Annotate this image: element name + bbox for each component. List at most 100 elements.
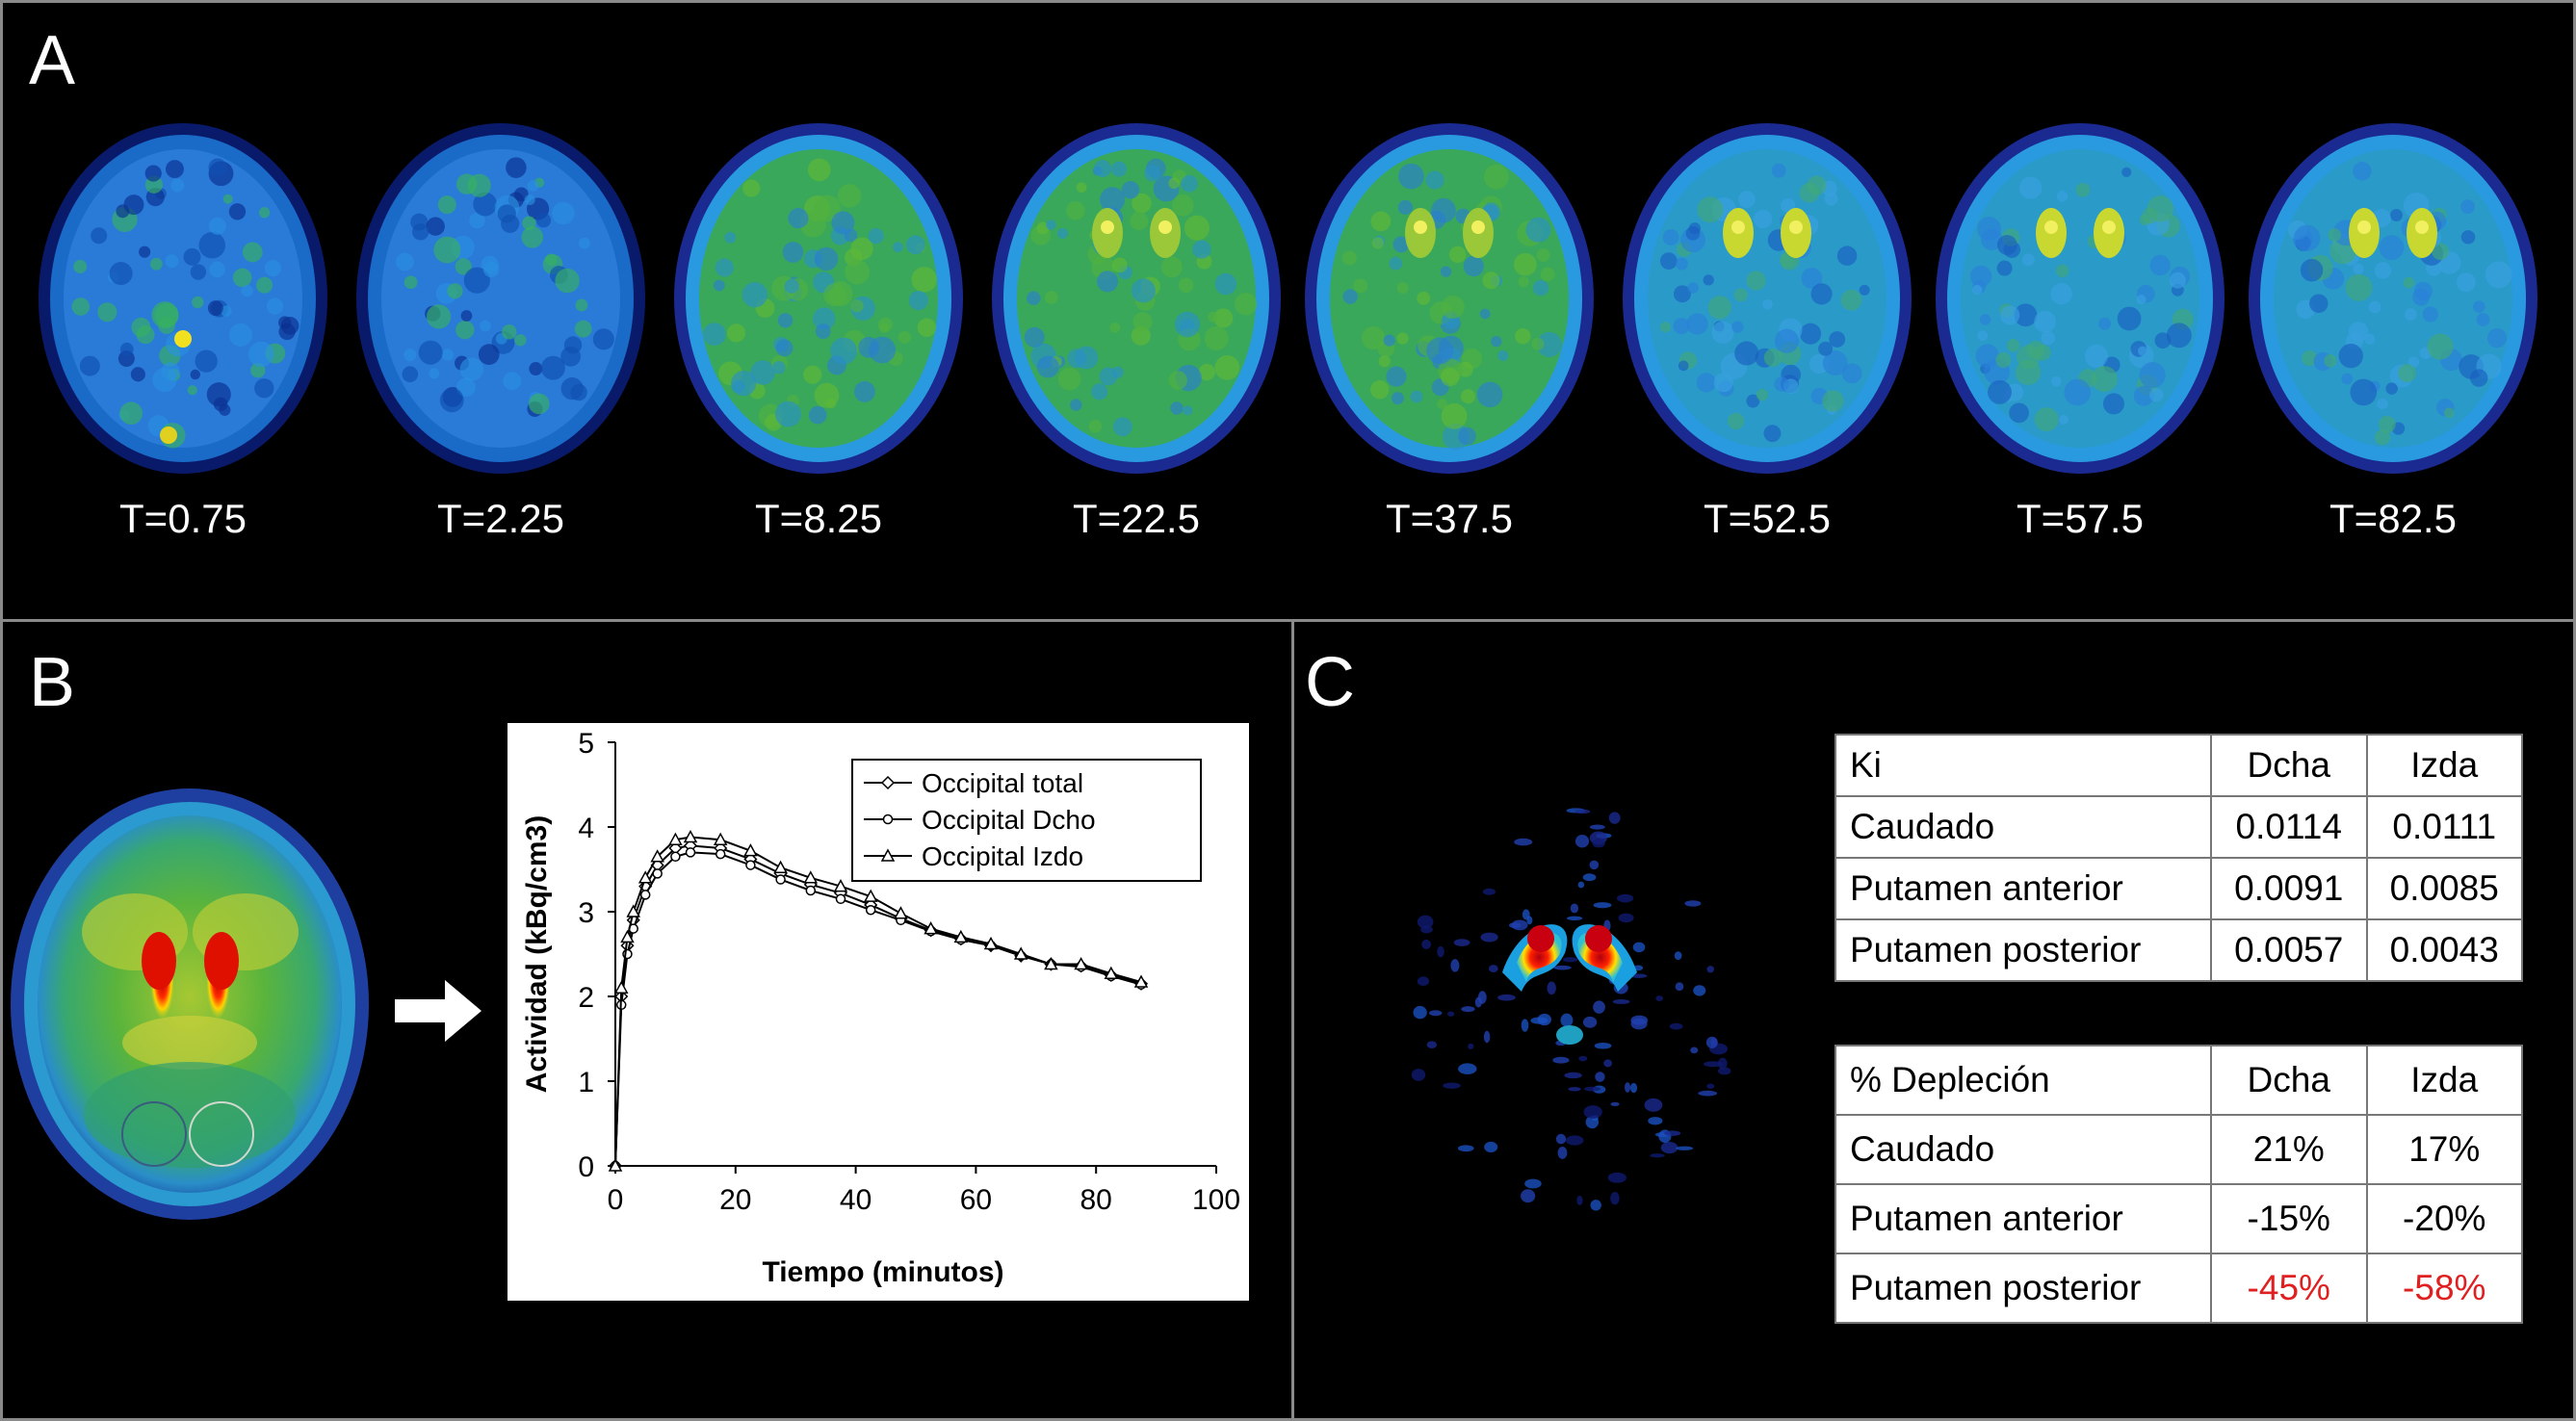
legend-marker <box>880 775 896 790</box>
cell-izda: 0.0085 <box>2365 857 2523 920</box>
series-3-point <box>608 1158 623 1172</box>
pet-frame-image <box>1300 117 1599 478</box>
pet-frame-image <box>2244 117 2542 478</box>
ki-header-izda: Izda <box>2365 734 2523 797</box>
cell-dcha: 21% <box>2210 1114 2368 1185</box>
series-3-point <box>863 889 878 902</box>
table-row: Putamen anterior -15% -20% <box>1834 1183 2523 1254</box>
brain-depletion-image <box>1387 789 1753 1223</box>
depletion-header-label: % Depleción <box>1834 1045 2212 1116</box>
x-tick-label: 100 <box>1192 1184 1240 1216</box>
chart-legend: Occipital total Occipital Dcho Occipital I… <box>851 759 1202 882</box>
series-3-point <box>683 829 698 843</box>
depletion-header-izda: Izda <box>2365 1045 2523 1116</box>
series-3-point <box>894 906 908 919</box>
cell-dcha: 0.0091 <box>2210 857 2368 920</box>
series-3-point <box>953 929 969 943</box>
depletion-table: % Depleción Dcha Izda Caudado 21% 17% Pu… <box>1834 1045 2523 1324</box>
frame-time-label: T=22.5 <box>1073 496 1200 541</box>
cell-izda: -58% <box>2365 1253 2523 1324</box>
frame-time-label: T=82.5 <box>2329 496 2457 541</box>
pet-frame-image <box>34 117 332 478</box>
table-row: Putamen posterior -45% -58% <box>1834 1253 2523 1324</box>
y-tick-label: 2 <box>578 982 594 1014</box>
x-tick-label: 40 <box>840 1184 872 1216</box>
panel-b-letter: B <box>29 644 76 721</box>
series-line-2 <box>614 851 1142 1167</box>
series-3-point <box>1074 956 1088 970</box>
series-2-point <box>670 851 681 863</box>
series-line-3 <box>614 836 1142 1167</box>
frame-time-label: T=2.25 <box>437 496 564 541</box>
pet-frame-image <box>351 117 650 478</box>
series-2-point <box>835 893 846 905</box>
frame-time-label: T=8.25 <box>755 496 882 541</box>
y-axis-label: Actividad (kBq/cm3) <box>521 815 553 1093</box>
series-3-point <box>613 980 629 994</box>
cell-izda: -20% <box>2365 1183 2523 1254</box>
series-3-point <box>668 832 683 845</box>
ki-header-dcha: Dcha <box>2210 734 2368 797</box>
legend-label: Occipital Dcho <box>922 805 1096 835</box>
series-3-point <box>1104 966 1119 979</box>
row-label: Caudado <box>1834 1114 2212 1185</box>
y-tick-label: 5 <box>578 728 594 760</box>
frame-time-label: T=0.75 <box>119 496 247 541</box>
legend-label: Occipital total <box>922 768 1083 798</box>
legend-label: Occipital Izdo <box>922 841 1083 871</box>
row-label: Putamen posterior <box>1834 1253 2212 1324</box>
cell-dcha: 0.0114 <box>2210 795 2368 859</box>
series-2-point <box>805 885 817 896</box>
cell-dcha: -15% <box>2210 1183 2368 1254</box>
series-2-point <box>745 860 756 870</box>
panel-c-letter: C <box>1305 644 1355 721</box>
activity-chart: 0 20 40 60 80 100 0 1 2 3 4 5 Occipital total Occipi… <box>507 723 1249 1301</box>
pet-frame-image <box>1618 117 1916 478</box>
series-3-point <box>650 849 664 863</box>
series-2-point <box>639 890 651 900</box>
x-tick-label: 20 <box>719 1184 751 1216</box>
series-3-point <box>713 832 728 845</box>
table-row: Caudado 0.0114 0.0111 <box>1834 795 2523 859</box>
row-label: Putamen anterior <box>1834 1183 2212 1254</box>
table-header: Ki Dcha Izda <box>1834 734 2523 797</box>
panel-c-frame <box>1291 619 2576 1421</box>
series-3-point <box>773 860 788 873</box>
row-label: Putamen anterior <box>1834 857 2212 920</box>
cell-dcha: 0.0057 <box>2210 918 2368 982</box>
frame-time-label: T=57.5 <box>2017 496 2144 541</box>
series-3-point <box>983 936 999 950</box>
ki-header-label: Ki <box>1834 734 2212 797</box>
cell-izda: 17% <box>2365 1114 2523 1185</box>
pet-frame-image <box>1931 117 2229 478</box>
series-3-point <box>1044 956 1058 970</box>
table-header: % Depleción Dcha Izda <box>1834 1045 2523 1116</box>
y-tick-label: 3 <box>578 897 594 929</box>
cell-izda: 0.0111 <box>2365 795 2523 859</box>
table-row: Putamen posterior 0.0057 0.0043 <box>1834 918 2523 982</box>
pet-frame-image <box>987 117 1286 478</box>
table-row: Putamen anterior 0.0091 0.0085 <box>1834 857 2523 920</box>
legend-marker <box>882 814 894 825</box>
series-3-point <box>1133 974 1149 988</box>
x-tick-label: 60 <box>960 1184 992 1216</box>
series-2-point <box>652 868 663 879</box>
series-3-point <box>637 870 653 884</box>
pet-frame-image <box>669 117 968 478</box>
cell-dcha: -45% <box>2210 1253 2368 1324</box>
row-label: Caudado <box>1834 795 2212 859</box>
y-tick-label: 1 <box>578 1067 594 1098</box>
series-2-point <box>865 904 876 916</box>
legend-marker <box>880 848 896 862</box>
table-row: Caudado 21% 17% <box>1834 1114 2523 1185</box>
frame-time-label: T=37.5 <box>1386 496 1513 541</box>
cell-izda: 0.0043 <box>2365 918 2523 982</box>
panel-a-letter: A <box>29 22 76 99</box>
series-3-point <box>743 843 758 857</box>
x-tick-label: 80 <box>1080 1184 1112 1216</box>
y-tick-label: 4 <box>578 813 594 844</box>
series-3-point <box>924 921 938 935</box>
x-tick-label: 0 <box>608 1184 624 1216</box>
series-2-point <box>685 847 696 858</box>
